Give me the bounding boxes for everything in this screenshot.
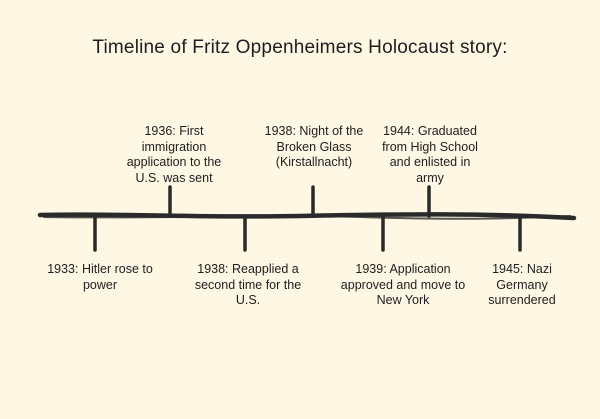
event-1938-night-label: 1938: Night of the Broken Glass (Kirstal… (264, 124, 364, 169)
event-1933-label: 1933: Hitler rose to power (47, 262, 153, 292)
event-1939-label: 1939: Application approved and move to N… (340, 262, 466, 307)
page-title: Timeline of Fritz Oppenheimers Holocaust… (92, 37, 508, 58)
event-1938-reapply-label: 1938: Reapplied a second time for the U.… (194, 262, 302, 307)
event-1945-label: 1945: Nazi Germany surrendered (488, 262, 556, 307)
event-1936-label: 1936: First immigration application to t… (126, 124, 222, 185)
event-1944-label: 1944: Graduated from High School and enl… (382, 124, 478, 185)
